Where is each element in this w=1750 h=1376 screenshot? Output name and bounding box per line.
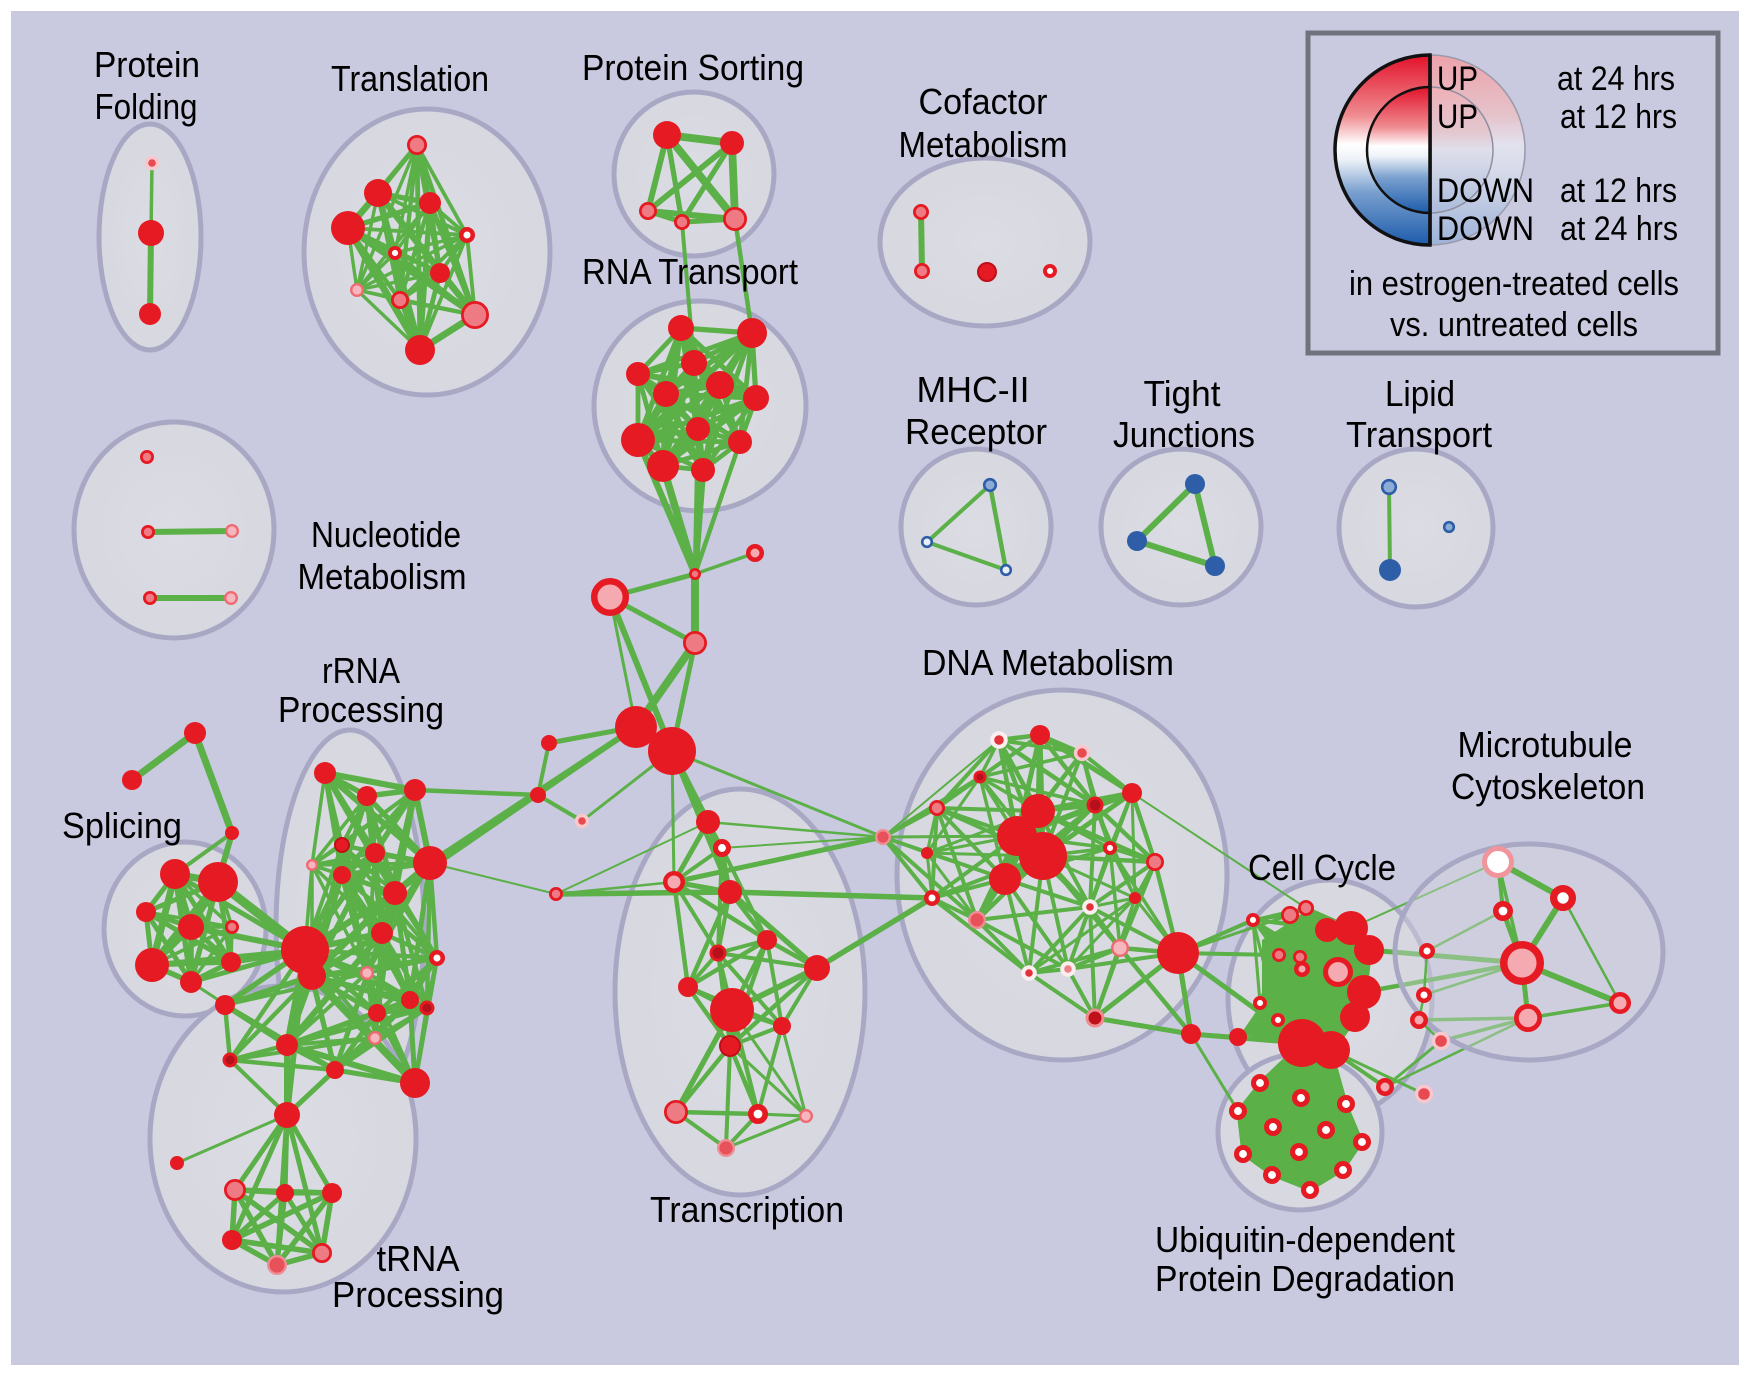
svg-text:Metabolism: Metabolism <box>298 556 467 597</box>
svg-text:Receptor: Receptor <box>905 411 1047 452</box>
svg-text:Protein Degradation: Protein Degradation <box>1155 1258 1455 1299</box>
svg-text:DOWN: DOWN <box>1437 172 1534 210</box>
svg-text:rRNA: rRNA <box>322 650 400 691</box>
svg-text:Nucleotide: Nucleotide <box>311 514 461 555</box>
svg-text:MHC-II: MHC-II <box>917 369 1030 410</box>
svg-text:Processing: Processing <box>332 1274 504 1315</box>
svg-text:at 24 hrs: at 24 hrs <box>1557 60 1675 98</box>
svg-text:at 24 hrs: at 24 hrs <box>1560 210 1678 248</box>
svg-text:in estrogen-treated cells: in estrogen-treated cells <box>1349 265 1679 303</box>
svg-text:Translation: Translation <box>331 58 489 99</box>
svg-text:Microtubule: Microtubule <box>1458 724 1633 765</box>
svg-text:Metabolism: Metabolism <box>899 124 1068 165</box>
svg-text:Transcription: Transcription <box>650 1189 844 1230</box>
svg-text:Cell Cycle: Cell Cycle <box>1248 847 1396 888</box>
svg-text:at 12 hrs: at 12 hrs <box>1560 98 1677 136</box>
svg-text:DNA Metabolism: DNA Metabolism <box>922 642 1174 683</box>
svg-text:Lipid: Lipid <box>1385 373 1455 414</box>
svg-text:Protein: Protein <box>94 44 200 85</box>
svg-text:Splicing: Splicing <box>62 805 182 846</box>
svg-text:UP: UP <box>1437 60 1478 98</box>
svg-text:Cytoskeleton: Cytoskeleton <box>1451 766 1645 807</box>
svg-text:Ubiquitin-dependent: Ubiquitin-dependent <box>1155 1219 1455 1260</box>
svg-text:Protein Sorting: Protein Sorting <box>582 47 804 88</box>
svg-text:Processing: Processing <box>278 689 444 730</box>
svg-text:at 12 hrs: at 12 hrs <box>1560 172 1677 210</box>
svg-text:DOWN: DOWN <box>1437 210 1534 248</box>
svg-text:Transport: Transport <box>1346 414 1492 455</box>
svg-text:Folding: Folding <box>95 86 198 127</box>
svg-text:UP: UP <box>1437 98 1478 136</box>
svg-text:vs. untreated cells: vs. untreated cells <box>1390 306 1638 344</box>
svg-text:Junctions: Junctions <box>1113 414 1255 455</box>
svg-text:Cofactor: Cofactor <box>919 81 1048 122</box>
svg-text:Tight: Tight <box>1144 373 1221 414</box>
svg-text:tRNA: tRNA <box>377 1238 460 1279</box>
svg-text:RNA Transport: RNA Transport <box>582 251 798 292</box>
